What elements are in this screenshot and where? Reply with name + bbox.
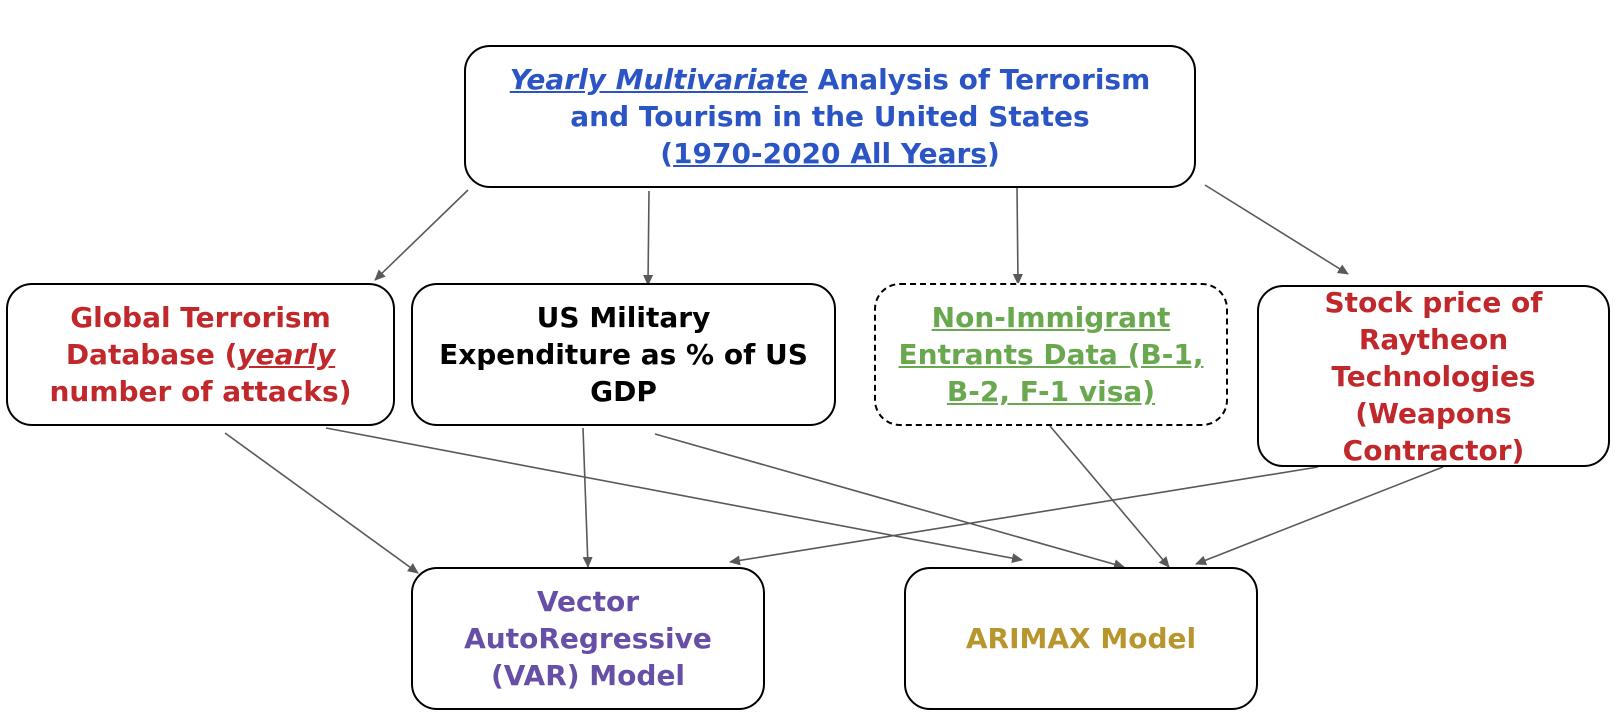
var-line-1: Vector — [536, 585, 640, 618]
raytheon-stock-node: Stock price of Raytheon Technologies (We… — [1257, 285, 1610, 467]
nie-line-3[interactable]: B-2, F-1 visa) — [946, 375, 1156, 408]
arrow-gtd-to-var — [224, 432, 419, 574]
nie-line-1[interactable]: Non-Immigrant — [931, 301, 1171, 334]
gtd-line-1: Global Terrorism — [70, 301, 331, 334]
arrow-title-to-nie — [1012, 185, 1023, 285]
arimax-model-node: ARIMAX Model — [904, 567, 1258, 710]
title-text-rest: Analysis of Terrorism — [807, 63, 1151, 96]
non-immigrant-entrants-node: Non-Immigrant Entrants Data (B-1, B-2, F… — [874, 283, 1228, 426]
arrow-military-to-arimax — [654, 433, 1125, 570]
military-line-1: US Military — [536, 301, 711, 334]
arrow-military-to-var — [582, 427, 593, 568]
nie-line-2[interactable]: Entrants Data (B-1, — [898, 338, 1204, 371]
arimax-line-1: ARIMAX Model — [965, 622, 1197, 655]
military-line-3: GDP — [590, 375, 657, 408]
title-close-paren: ) — [986, 137, 1000, 170]
title-open-paren: ( — [660, 137, 674, 170]
gtd-line-2-pre: Database ( — [65, 338, 238, 371]
raytheon-line-4: (Weapons — [1355, 396, 1512, 430]
raytheon-line-3: Technologies — [1331, 359, 1536, 393]
var-line-3: (VAR) Model — [490, 659, 686, 692]
military-expenditure-node: US Military Expenditure as % of US GDP — [411, 283, 836, 426]
gtd-node: Global Terrorism Database (yearly number… — [6, 283, 395, 426]
arrow-nie-to-arimax — [1049, 425, 1170, 568]
title-line-2: and Tourism in the United States — [570, 100, 1090, 133]
arrow-title-to-gtd — [374, 189, 469, 281]
raytheon-line-1: Stock price of — [1324, 285, 1543, 319]
var-line-2: AutoRegressive — [464, 622, 712, 655]
title-years-link[interactable]: 1970-2020 All Years — [673, 137, 987, 170]
raytheon-line-2: Raytheon — [1358, 322, 1509, 356]
arrow-raytheon-to-arimax — [1195, 466, 1444, 565]
gtd-line-3: number of attacks) — [49, 375, 352, 408]
arrow-title-to-raytheon — [1204, 184, 1349, 275]
military-line-2: Expenditure as % of US — [439, 338, 808, 371]
arrow-title-to-military — [643, 190, 654, 286]
gtd-yearly-emphasis: yearly — [237, 338, 336, 371]
title-emphasis: Yearly Multivariate — [509, 63, 808, 96]
arrow-gtd-to-arimax — [325, 427, 1023, 564]
var-model-node: Vector AutoRegressive (VAR) Model — [411, 567, 765, 710]
arrow-raytheon-to-var — [729, 466, 1319, 566]
raytheon-line-5: Contractor) — [1342, 433, 1525, 467]
title-node: Yearly Multivariate Analysis of Terroris… — [464, 45, 1196, 188]
